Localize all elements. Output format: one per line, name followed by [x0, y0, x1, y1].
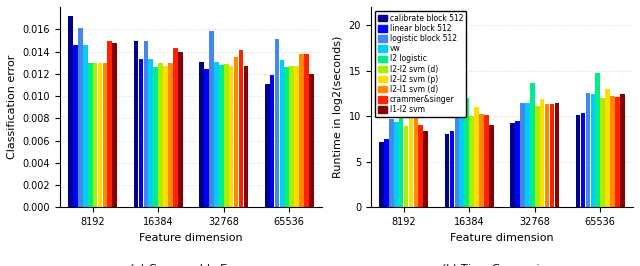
Bar	[510, 123, 515, 207]
Bar	[83, 45, 88, 207]
Bar	[178, 52, 182, 207]
Bar	[224, 64, 228, 207]
Bar	[576, 114, 580, 207]
Text: (b) Time Comparisons: (b) Time Comparisons	[440, 264, 563, 266]
Bar	[454, 111, 460, 207]
Bar	[294, 66, 299, 207]
Bar	[219, 65, 223, 207]
Bar	[545, 105, 549, 207]
Bar	[113, 43, 117, 207]
Y-axis label: Runtime in log2(seconds): Runtime in log2(seconds)	[333, 36, 343, 178]
Bar	[68, 16, 73, 207]
Bar	[304, 54, 309, 207]
Bar	[413, 118, 418, 207]
Bar	[530, 83, 534, 207]
Bar	[489, 124, 493, 207]
Bar	[620, 94, 625, 207]
Bar	[158, 63, 163, 207]
Bar	[168, 63, 173, 207]
Bar	[535, 106, 540, 207]
Bar	[285, 66, 289, 207]
Bar	[540, 99, 545, 207]
Bar	[234, 57, 238, 207]
Legend: calibrate block 512, linear block 512, logistic block 512, vw, l2 logistic, l2-l: calibrate block 512, linear block 512, l…	[374, 11, 467, 117]
Bar	[289, 66, 294, 207]
Bar	[610, 96, 615, 207]
Bar	[586, 93, 590, 207]
Bar	[424, 131, 428, 207]
Bar	[214, 61, 219, 207]
Bar	[228, 66, 234, 207]
Bar	[394, 122, 399, 207]
Bar	[550, 103, 554, 207]
Bar	[148, 59, 153, 207]
Bar	[474, 107, 479, 207]
Bar	[600, 98, 605, 207]
Bar	[409, 117, 413, 207]
Bar	[93, 63, 97, 207]
Bar	[139, 59, 143, 207]
Bar	[465, 98, 469, 207]
Bar	[173, 48, 178, 207]
Bar	[154, 67, 158, 207]
Bar	[384, 139, 388, 207]
Bar	[554, 103, 559, 207]
Bar	[525, 103, 530, 207]
Bar	[244, 66, 248, 207]
Bar	[595, 73, 600, 207]
Bar	[419, 124, 423, 207]
Text: (a) Comparable Errors: (a) Comparable Errors	[129, 264, 253, 266]
Bar	[484, 114, 489, 207]
X-axis label: Feature dimension: Feature dimension	[450, 233, 554, 243]
Bar	[98, 63, 102, 207]
Bar	[280, 60, 284, 207]
Bar	[275, 39, 279, 207]
Bar	[580, 113, 586, 207]
Bar	[520, 103, 525, 207]
Bar	[209, 31, 214, 207]
Bar	[450, 131, 454, 207]
Bar	[404, 126, 408, 207]
Bar	[265, 84, 269, 207]
Bar	[309, 74, 314, 207]
Bar	[479, 114, 484, 207]
Bar	[389, 119, 394, 207]
Bar	[300, 54, 304, 207]
Bar	[469, 116, 474, 207]
Y-axis label: Classification error: Classification error	[7, 55, 17, 159]
Bar	[108, 41, 112, 207]
Bar	[88, 63, 93, 207]
Bar	[143, 41, 148, 207]
Bar	[460, 112, 464, 207]
Bar	[379, 142, 384, 207]
Bar	[78, 28, 83, 207]
Bar	[445, 134, 449, 207]
Bar	[515, 121, 520, 207]
Bar	[199, 61, 204, 207]
Bar	[134, 41, 138, 207]
Bar	[73, 45, 77, 207]
Bar	[605, 89, 610, 207]
X-axis label: Feature dimension: Feature dimension	[139, 233, 243, 243]
Bar	[239, 50, 243, 207]
Bar	[615, 97, 620, 207]
Bar	[204, 69, 209, 207]
Bar	[269, 76, 275, 207]
Bar	[163, 66, 168, 207]
Bar	[591, 94, 595, 207]
Bar	[102, 63, 108, 207]
Bar	[399, 103, 403, 207]
